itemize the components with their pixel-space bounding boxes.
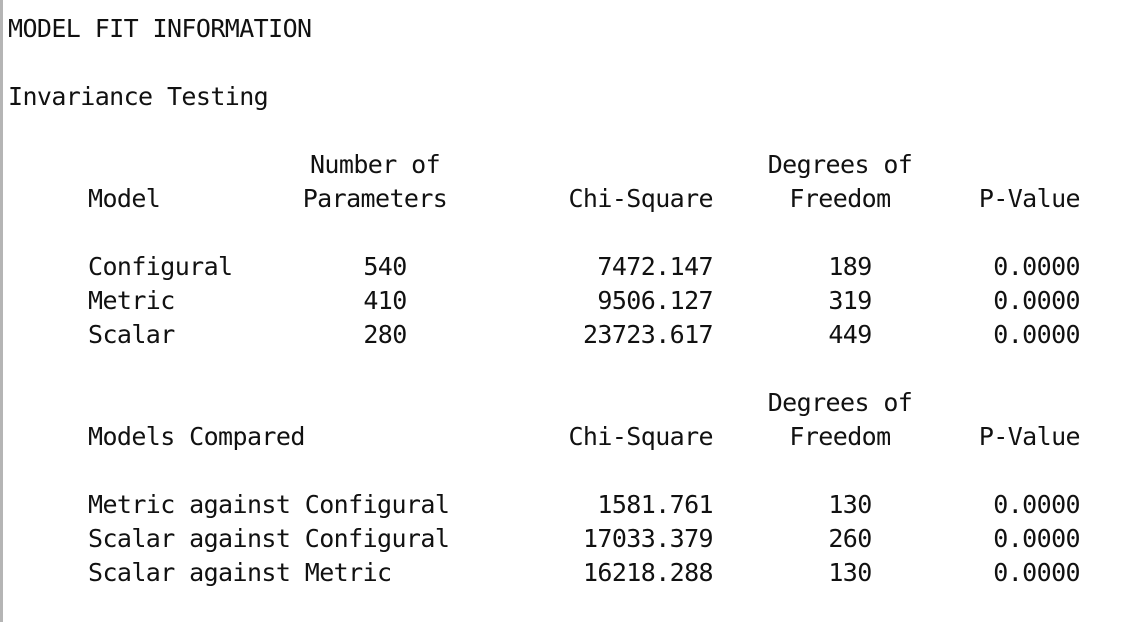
header-df-line1-comparison: Degrees of xyxy=(767,388,913,417)
section-title: Invariance Testing xyxy=(8,82,269,111)
header-df-line2-comparison: Freedom xyxy=(789,422,891,451)
row-model: Metric xyxy=(88,286,175,315)
row-model: Scalar xyxy=(88,320,175,349)
header-pvalue-comparison: P-Value xyxy=(978,422,1081,451)
header-chisq-comparison: Chi-Square xyxy=(568,422,713,451)
row-chisq: 7472.147 xyxy=(597,252,713,281)
header-chisq: Chi-Square xyxy=(568,184,713,213)
row-models-compared: Scalar against Configural xyxy=(88,524,450,553)
row-pvalue: 0.0000 xyxy=(993,490,1080,519)
row-df: 130 xyxy=(828,490,872,519)
header-params-line1: Number of xyxy=(309,150,441,179)
header-df-line2: Freedom xyxy=(789,184,891,213)
document-title: MODEL FIT INFORMATION xyxy=(8,14,312,43)
row-chisq: 9506.127 xyxy=(597,286,713,315)
header-model: Model xyxy=(88,184,161,213)
row-model: Configural xyxy=(88,252,233,281)
row-models-compared: Scalar against Metric xyxy=(88,558,392,587)
row-chisq: 17033.379 xyxy=(582,524,714,553)
header-pvalue: P-Value xyxy=(978,184,1081,213)
row-pvalue: 0.0000 xyxy=(993,286,1080,315)
row-df: 260 xyxy=(828,524,872,553)
row-params: 410 xyxy=(363,286,407,315)
row-params: 540 xyxy=(363,252,407,281)
left-border xyxy=(0,0,3,622)
row-pvalue: 0.0000 xyxy=(993,320,1080,349)
header-df-line1: Degrees of xyxy=(767,150,913,179)
row-df: 319 xyxy=(828,286,872,315)
row-df: 449 xyxy=(828,320,872,349)
row-pvalue: 0.0000 xyxy=(993,524,1080,553)
header-params-line2: Parameters xyxy=(302,184,448,213)
row-pvalue: 0.0000 xyxy=(993,252,1080,281)
row-chisq: 1581.761 xyxy=(597,490,713,519)
row-chisq: 16218.288 xyxy=(582,558,714,587)
row-df: 130 xyxy=(828,558,872,587)
row-models-compared: Metric against Configural xyxy=(88,490,450,519)
header-models-compared: Models Compared xyxy=(88,422,305,451)
row-df: 189 xyxy=(828,252,872,281)
row-chisq: 23723.617 xyxy=(582,320,714,349)
row-pvalue: 0.0000 xyxy=(993,558,1080,587)
row-params: 280 xyxy=(363,320,407,349)
